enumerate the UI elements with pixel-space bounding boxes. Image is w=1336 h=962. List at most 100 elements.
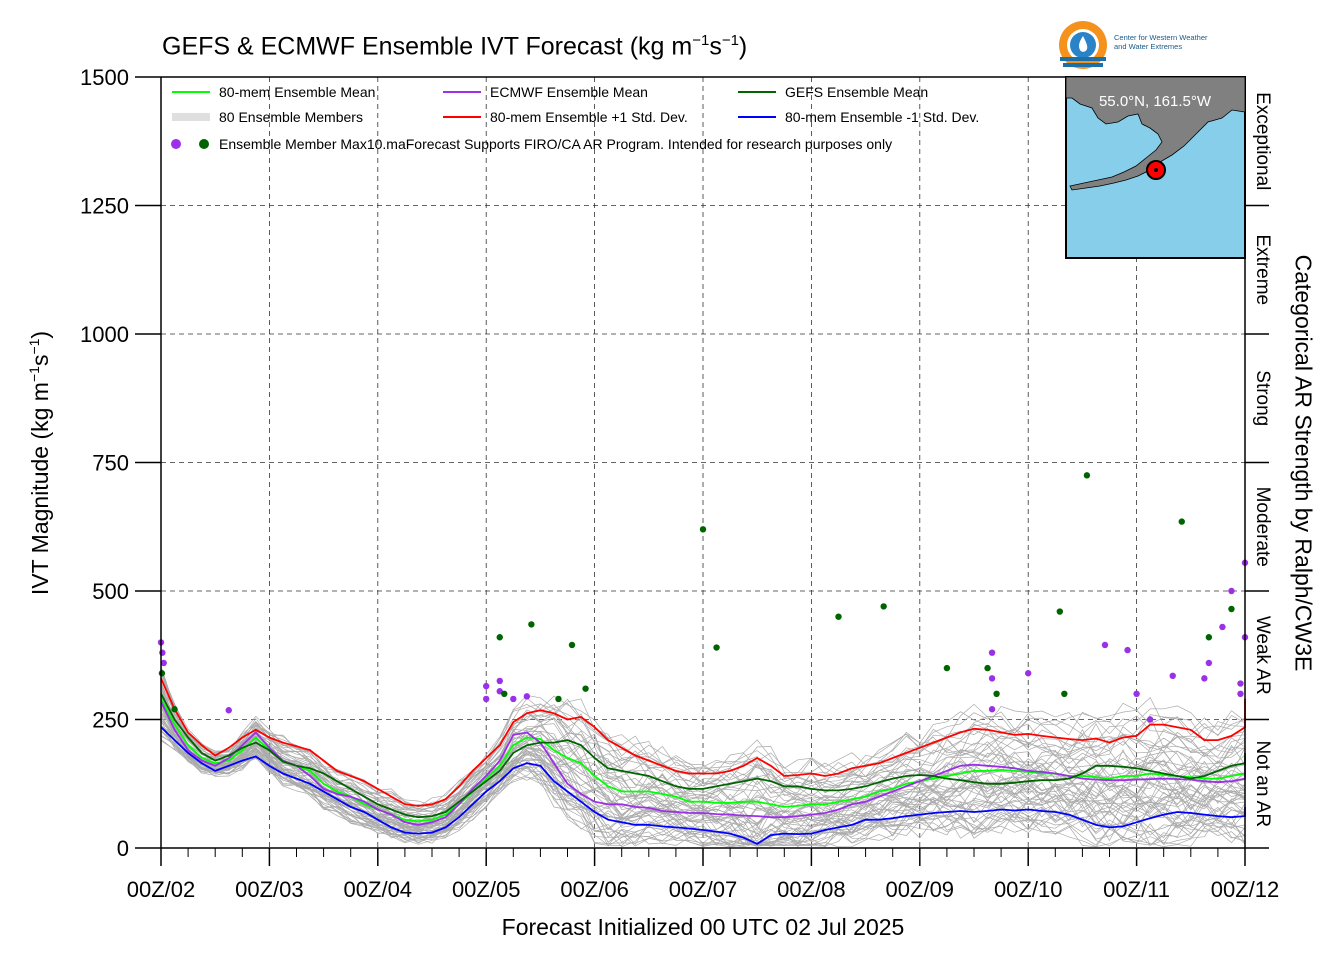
x-tick-label: 00Z/05 xyxy=(452,877,521,902)
member-max-point xyxy=(528,621,535,628)
ensemble-member-line xyxy=(160,682,1246,812)
ar-category-label: Moderate xyxy=(1252,487,1273,567)
x-tick-label: 00Z/10 xyxy=(994,877,1063,902)
member-max-point xyxy=(1178,518,1185,525)
ensemble-member-line xyxy=(160,688,1246,813)
y-tick-label: 0 xyxy=(117,836,129,861)
map-land xyxy=(1065,76,1246,191)
ar-categories: Exceptional Extreme Strong Moderate Weak AR N… xyxy=(1245,92,1273,849)
x-tick-label: 00Z/04 xyxy=(344,877,413,902)
ar-category-label: Not an AR xyxy=(1252,740,1273,827)
member-max-point xyxy=(1205,634,1213,641)
member-max-point xyxy=(160,659,167,667)
legend-label: ECMWF Ensemble Mean xyxy=(490,84,648,100)
member-max-point xyxy=(501,690,508,697)
legend-label: GEFS Ensemble Mean xyxy=(785,84,928,100)
ensemble-member-line xyxy=(160,697,1246,827)
x-tick-label: 00Z/08 xyxy=(777,877,846,902)
member-max-point xyxy=(1056,608,1064,615)
series-line xyxy=(160,693,1246,819)
cw3e-logo: Center for Western Weather and Water Extr… xyxy=(1058,19,1248,73)
member-max-point xyxy=(984,664,991,672)
map-location-label: 55.0°N, 161.5°W xyxy=(1099,93,1212,110)
member-max-point xyxy=(993,690,1000,697)
member-max-point xyxy=(988,706,996,713)
member-max-point xyxy=(713,644,720,651)
member-max-point xyxy=(158,670,166,677)
member-max-point xyxy=(1101,641,1109,649)
series-lines xyxy=(160,678,1246,845)
x-tick-label: 00Z/02 xyxy=(127,877,196,902)
legend-label: 80-mem Ensemble +1 Std. Dev. xyxy=(490,109,688,125)
x-tick-label: 00Z/07 xyxy=(669,877,738,902)
x-tick-label: 00Z/11 xyxy=(1103,877,1170,902)
x-tick-label: 00Z/06 xyxy=(560,877,629,902)
member-max-point xyxy=(582,685,589,692)
legend-max-label: Ensemble Member Max10.maForecast Support… xyxy=(219,136,892,152)
member-max-point xyxy=(523,693,531,700)
member-max-point xyxy=(1219,623,1226,631)
member-max-point xyxy=(1083,472,1091,479)
ensemble-member-line xyxy=(160,716,1246,833)
ensemble-member-line xyxy=(160,671,1246,809)
ensemble-member-line xyxy=(160,704,1246,838)
ar-category-label: Strong xyxy=(1252,370,1273,426)
member-max-point xyxy=(1237,680,1244,687)
member-max-point xyxy=(988,649,996,656)
series-line xyxy=(160,698,1246,823)
member-max-point xyxy=(1228,605,1235,613)
series-line xyxy=(160,678,1246,807)
member-max-point xyxy=(835,613,842,620)
ensemble-member-line xyxy=(160,668,1246,806)
member-max-point xyxy=(568,641,576,649)
axes: 0 250 500 750 1000 1250 1500 00Z/02 00Z/03 00Z/04… xyxy=(80,65,1279,902)
member-max-point xyxy=(483,695,490,703)
ensemble-member-line xyxy=(160,686,1246,812)
logo-text: Center for Western Weather and Water Extr… xyxy=(1114,33,1208,51)
member-max-point xyxy=(988,675,996,682)
right-axis-label: Categorical AR Strength by Ralph/CW3E xyxy=(1290,254,1317,672)
legend-gefs-dot xyxy=(199,139,209,149)
ensemble-member-line xyxy=(160,724,1246,848)
member-max-point xyxy=(483,682,490,690)
y-axis-label: IVT Magnitude (kg m−1s−1) xyxy=(26,330,53,596)
ensemble-member-line xyxy=(160,696,1246,826)
member-max-point xyxy=(1237,690,1244,697)
member-max-point xyxy=(496,677,503,685)
member-max-point xyxy=(171,706,178,713)
ar-category-label: Extreme xyxy=(1252,234,1273,305)
member-max-point xyxy=(1146,716,1154,723)
y-tick-label: 500 xyxy=(92,579,129,604)
ensemble-member-line xyxy=(160,700,1246,830)
legend: 80-mem Ensemble Mean ECMWF Ensemble Mean G… xyxy=(171,84,979,152)
member-max-point xyxy=(225,707,232,714)
y-tick-label: 750 xyxy=(92,451,129,476)
member-max-point xyxy=(510,695,517,703)
x-axis-label: Forecast Initialized 00 UTC 02 Jul 2025 xyxy=(501,914,905,940)
y-tick-label: 1500 xyxy=(80,65,129,90)
member-max-point xyxy=(1205,659,1213,667)
y-tick-label: 1000 xyxy=(80,322,129,347)
member-max-point xyxy=(1228,587,1235,595)
member-max-point xyxy=(1201,675,1208,682)
inset-map: 55.0°N, 161.5°W xyxy=(1065,76,1246,259)
legend-ecmwf-dot xyxy=(171,139,181,149)
member-max-point xyxy=(1133,690,1140,697)
x-tick-label: 00Z/12 xyxy=(1211,877,1280,902)
ensemble-member-line xyxy=(160,699,1246,822)
cw3e-logo-icon xyxy=(1059,21,1107,69)
member-max-point xyxy=(880,603,887,610)
member-max-point xyxy=(496,634,503,641)
ensemble-member-line xyxy=(160,687,1246,810)
member-max-point xyxy=(1061,690,1068,697)
chart-title: GEFS & ECMWF Ensemble IVT Forecast (kg m… xyxy=(162,32,748,61)
y-tick-label: 250 xyxy=(92,708,129,733)
x-tick-label: 00Z/03 xyxy=(235,877,304,902)
ar-category-label: Exceptional xyxy=(1252,92,1273,190)
member-max-point xyxy=(1124,646,1131,654)
x-tick-label: 00Z/09 xyxy=(886,877,955,902)
ar-category-label: Weak AR xyxy=(1252,616,1273,695)
legend-label: 80-mem Ensemble -1 Std. Dev. xyxy=(785,109,979,125)
member-max-point xyxy=(699,526,707,533)
